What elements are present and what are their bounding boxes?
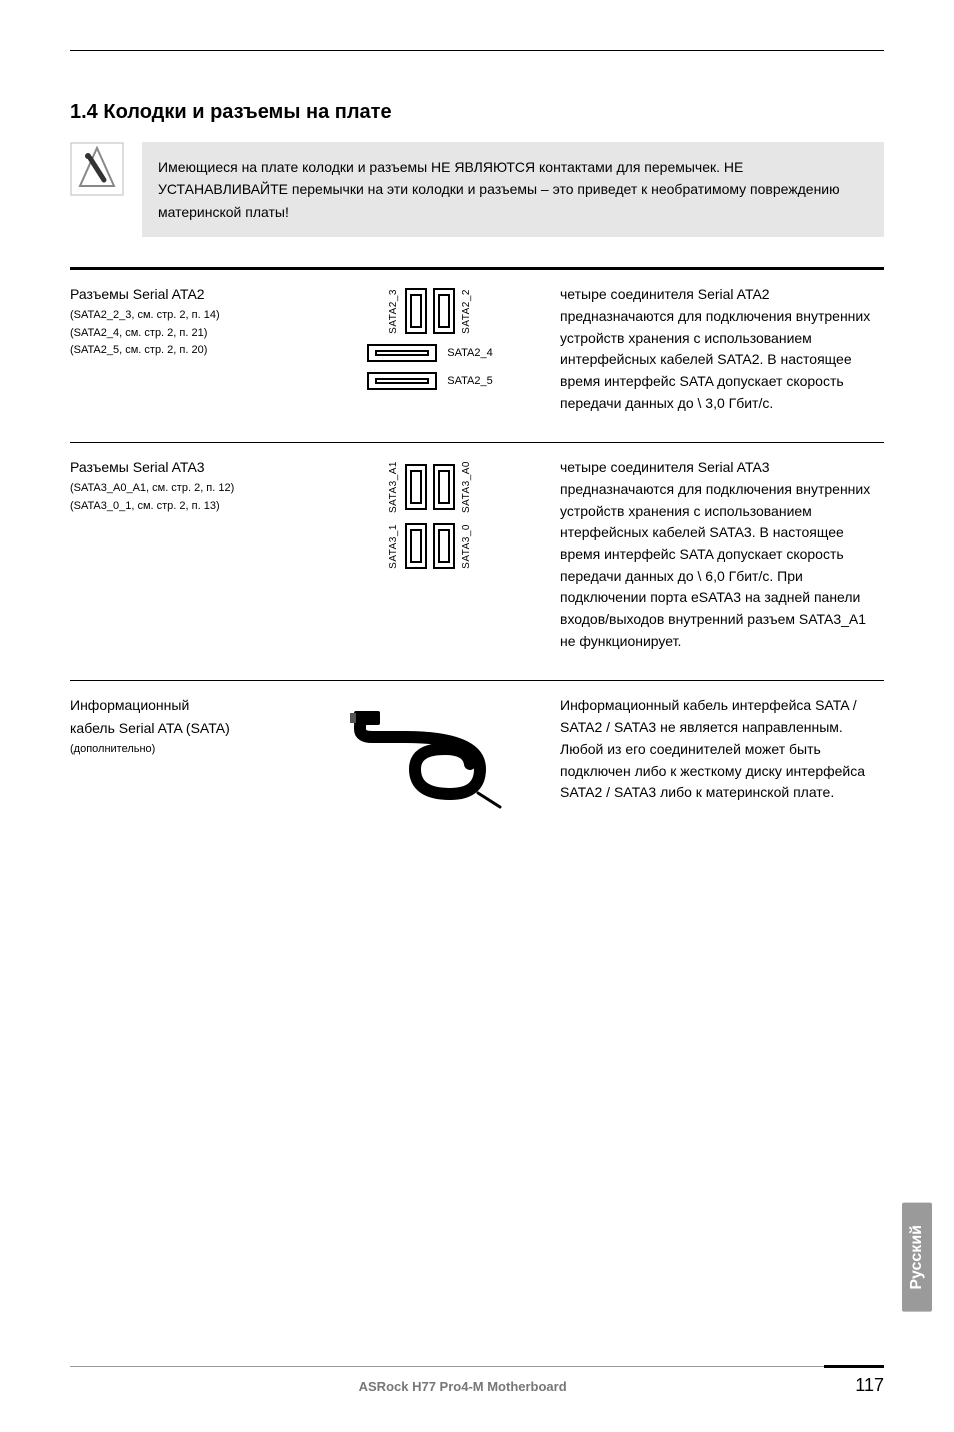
section-title: 1.4 Колодки и разъемы на плате — [70, 101, 884, 124]
cable-sub: (дополнительно) — [70, 741, 300, 759]
sata3-desc: четыре соединителя Serial ATA3 предназна… — [560, 457, 884, 652]
sata2-ref-0: (SATA2_2_3, см. стр. 2, п. 14) — [70, 307, 300, 325]
warning-text: Имеющиеся на плате колодки и разъемы НЕ … — [142, 142, 884, 237]
divider-thick-1 — [70, 267, 884, 270]
footer: ASRock H77 Pro4-M Motherboard 117 — [70, 1366, 884, 1396]
cable-title-l1: Информационный — [70, 695, 300, 716]
sata-connector-h-icon — [367, 344, 437, 362]
sata3-label-r2r: SATA3_0 — [461, 524, 472, 569]
warning-icon — [70, 142, 124, 196]
sata2-ref-2: (SATA2_5, см. стр. 2, п. 20) — [70, 342, 300, 360]
page-number: 117 — [855, 1375, 884, 1396]
sata2-label-right: SATA2_2 — [461, 289, 472, 334]
sata3-diagram: SATA3_A1 SATA3_A0 SATA3_1 SATA3_0 — [320, 457, 540, 652]
divider-thin-1 — [70, 442, 884, 443]
sata3-label-r1l: SATA3_A1 — [388, 461, 399, 513]
footer-model: ASRock H77 Pro4-M Motherboard — [359, 1379, 567, 1394]
footer-rule — [70, 1366, 884, 1367]
sata2-ref-1: (SATA2_4, см. стр. 2, п. 21) — [70, 325, 300, 343]
sata-connector-icon — [405, 523, 427, 569]
sata2-label-h2: SATA2_5 — [447, 375, 492, 387]
language-tab: Русский — [902, 1203, 932, 1312]
sata-connector-icon — [433, 464, 455, 510]
cable-diagram — [320, 695, 540, 809]
sata2-diagram: SATA2_3 SATA2_2 SATA2_4 SATA2_5 — [320, 284, 540, 414]
sata3-left: Разъемы Serial ATA3 (SATA3_A0_A1, см. ст… — [70, 457, 300, 652]
sata-connector-icon — [433, 523, 455, 569]
sata3-label-r1r: SATA3_A0 — [461, 461, 472, 513]
sata2-label-left: SATA2_3 — [388, 289, 399, 334]
sata2-desc: четыре соединителя Serial ATA2 предназна… — [560, 284, 884, 414]
sata2-label-h1: SATA2_4 — [447, 347, 492, 359]
sata-connector-icon — [405, 464, 427, 510]
cable-block: Информационный кабель Serial ATA (SATA) … — [70, 695, 884, 809]
sata-connector-icon — [433, 288, 455, 334]
top-rule — [70, 50, 884, 51]
cable-title-l2: кабель Serial ATA (SATA) — [70, 718, 300, 739]
cable-desc: Информационный кабель интерфейса SATA / … — [560, 695, 884, 809]
sata2-block: Разъемы Serial ATA2 (SATA2_2_3, см. стр.… — [70, 284, 884, 414]
sata3-label-r2l: SATA3_1 — [388, 524, 399, 569]
sata-cable-icon — [350, 699, 510, 809]
sata3-ref-1: (SATA3_0_1, см. стр. 2, п. 13) — [70, 498, 300, 516]
cable-left: Информационный кабель Serial ATA (SATA) … — [70, 695, 300, 809]
sata-connector-h-icon — [367, 372, 437, 390]
divider-thin-2 — [70, 680, 884, 681]
sata2-left: Разъемы Serial ATA2 (SATA2_2_3, см. стр.… — [70, 284, 300, 414]
warning-box: Имеющиеся на плате колодки и разъемы НЕ … — [70, 142, 884, 237]
sata3-ref-0: (SATA3_A0_A1, см. стр. 2, п. 12) — [70, 480, 300, 498]
sata3-title: Разъемы Serial ATA3 — [70, 457, 300, 478]
sata-connector-icon — [405, 288, 427, 334]
sata3-block: Разъемы Serial ATA3 (SATA3_A0_A1, см. ст… — [70, 457, 884, 652]
sata2-title: Разъемы Serial ATA2 — [70, 284, 300, 305]
